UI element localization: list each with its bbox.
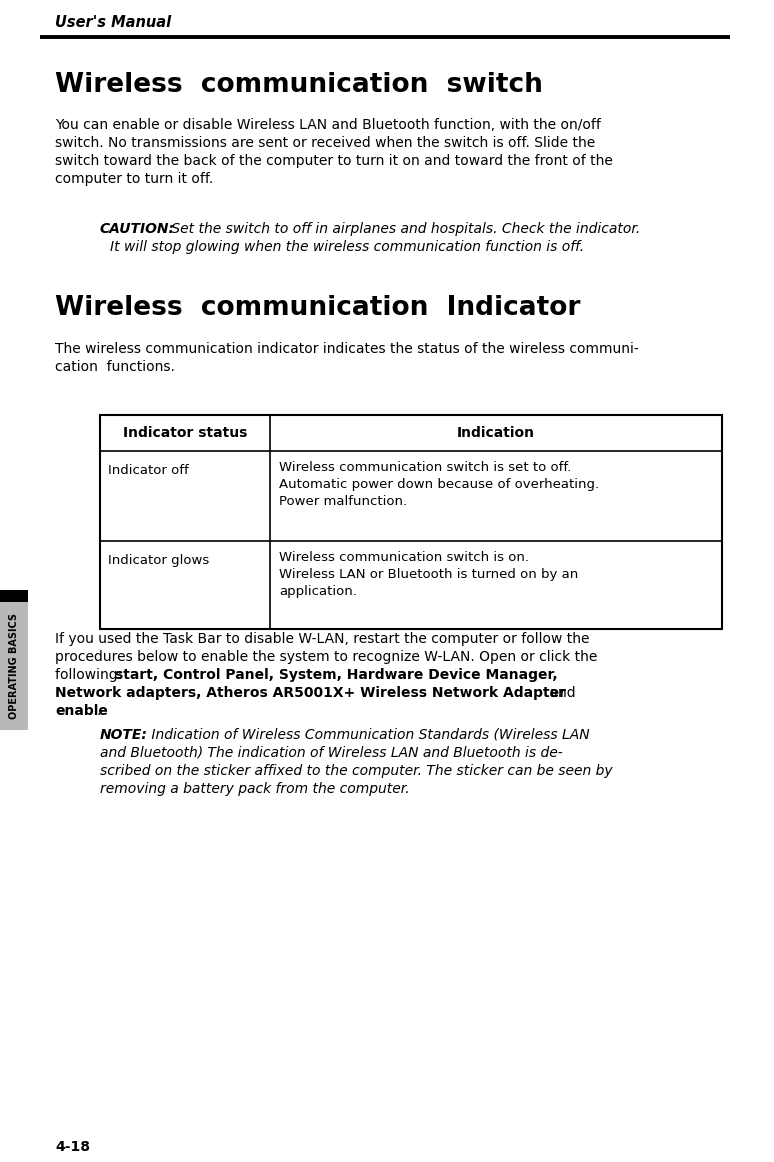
Text: If you used the Task Bar to disable W-LAN, restart the computer or follow the: If you used the Task Bar to disable W-LA…	[55, 632, 590, 646]
Text: User's Manual: User's Manual	[55, 15, 171, 30]
Text: cation  functions.: cation functions.	[55, 360, 175, 374]
Text: NOTE:: NOTE:	[100, 729, 148, 743]
Text: CAUTION:: CAUTION:	[100, 222, 175, 236]
Text: Power malfunction.: Power malfunction.	[279, 495, 407, 508]
Text: Wireless communication switch is on.: Wireless communication switch is on.	[279, 551, 529, 564]
Text: procedures below to enable the system to recognize W-LAN. Open or click the: procedures below to enable the system to…	[55, 650, 598, 664]
Text: and: and	[545, 686, 576, 700]
Text: switch toward the back of the computer to turn it on and toward the front of the: switch toward the back of the computer t…	[55, 155, 613, 168]
Text: scribed on the sticker affixed to the computer. The sticker can be seen by: scribed on the sticker affixed to the co…	[100, 763, 613, 779]
Text: Wireless LAN or Bluetooth is turned on by an: Wireless LAN or Bluetooth is turned on b…	[279, 568, 578, 581]
Text: Automatic power down because of overheating.: Automatic power down because of overheat…	[279, 478, 599, 492]
Text: 4-18: 4-18	[55, 1140, 90, 1154]
Text: Indicator glows: Indicator glows	[108, 554, 209, 567]
Bar	[0, 602, 28, 730]
Text: You can enable or disable Wireless LAN and Bluetooth function, with the on/off: You can enable or disable Wireless LAN a…	[55, 119, 601, 132]
Bar	[100, 415, 722, 629]
Text: Wireless  communication  Indicator: Wireless communication Indicator	[55, 295, 580, 321]
Text: following:: following:	[55, 668, 127, 682]
Text: Wireless  communication  switch: Wireless communication switch	[55, 72, 543, 98]
Text: switch. No transmissions are sent or received when the switch is off. Slide the: switch. No transmissions are sent or rec…	[55, 136, 595, 150]
Text: Indicator status: Indicator status	[123, 426, 247, 440]
Text: Indication: Indication	[457, 426, 535, 440]
Text: The wireless communication indicator indicates the status of the wireless commun: The wireless communication indicator ind…	[55, 342, 639, 356]
Text: .: .	[97, 704, 101, 718]
Text: Indicator off: Indicator off	[108, 464, 189, 476]
Bar	[0, 590, 28, 602]
Text: start, Control Panel, System, Hardware Device Manager,: start, Control Panel, System, Hardware D…	[115, 668, 557, 682]
Text: removing a battery pack from the computer.: removing a battery pack from the compute…	[100, 782, 409, 796]
Text: application.: application.	[279, 584, 357, 598]
Text: and Bluetooth) The indication of Wireless LAN and Bluetooth is de-: and Bluetooth) The indication of Wireles…	[100, 746, 563, 760]
Text: OPERATING BASICS: OPERATING BASICS	[9, 614, 19, 719]
Text: computer to turn it off.: computer to turn it off.	[55, 172, 214, 186]
Text: enable: enable	[55, 704, 108, 718]
Text: Wireless communication switch is set to off.: Wireless communication switch is set to …	[279, 461, 571, 474]
Text: Set the switch to off in airplanes and hospitals. Check the indicator.: Set the switch to off in airplanes and h…	[167, 222, 640, 236]
Text: It will stop glowing when the wireless communication function is off.: It will stop glowing when the wireless c…	[110, 241, 584, 254]
Text: Network adapters, Atheros AR5001X+ Wireless Network Adapter: Network adapters, Atheros AR5001X+ Wirel…	[55, 686, 566, 700]
Text: Indication of Wireless Communication Standards (Wireless LAN: Indication of Wireless Communication Sta…	[147, 729, 590, 743]
